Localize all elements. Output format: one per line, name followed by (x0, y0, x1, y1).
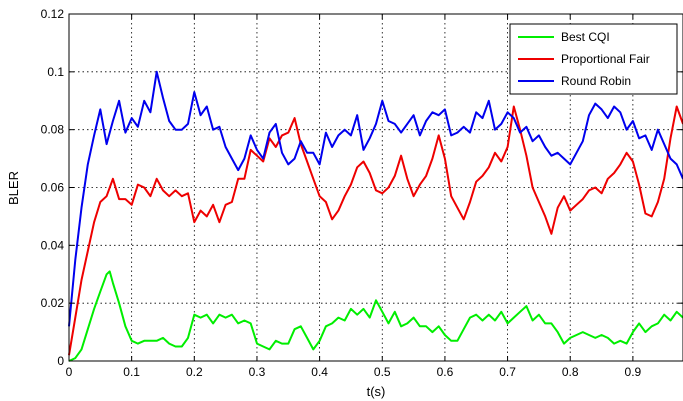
y-tick-labels: 0 0.02 0.04 0.06 0.08 0.1 0.12 (41, 7, 65, 368)
y-tick-label: 0.04 (41, 238, 65, 252)
x-tick-label: 0.9 (625, 365, 642, 379)
series-layer (68, 70, 683, 362)
x-tick-label: 0.8 (562, 365, 579, 379)
x-tick-label: 0.5 (374, 365, 391, 379)
x-axis-label: t(s) (367, 384, 386, 399)
x-tick-label: 0.4 (311, 365, 328, 379)
y-tick-label: 0 (57, 354, 64, 368)
legend-label-round-robin: Round Robin (561, 74, 631, 88)
series-line-best-cqi (68, 270, 683, 362)
legend-label-best-cqi: Best CQI (561, 30, 610, 44)
y-axis-label: BLER (6, 171, 21, 205)
y-tick-label: 0.06 (41, 181, 65, 195)
x-tick-label: 0.2 (186, 365, 203, 379)
x-tick-label: 0.3 (249, 365, 266, 379)
x-tick-label: 0.7 (499, 365, 516, 379)
y-tick-label: 0.12 (41, 7, 65, 21)
series-line-round-robin (68, 70, 683, 327)
series-line-proportional-fair (68, 105, 683, 356)
y-tick-label: 0.08 (41, 123, 65, 137)
legend: Best CQI Proportional Fair Round Robin (509, 23, 678, 95)
x-tick-labels: 0 0.1 0.2 0.3 0.4 0.5 0.6 0.7 0.8 0.9 (66, 365, 642, 379)
y-tick-label: 0.02 (41, 296, 65, 310)
legend-label-proportional-fair: Proportional Fair (561, 52, 650, 66)
x-tick-label: 0 (66, 365, 73, 379)
axis-ticks (68, 13, 683, 362)
x-tick-label: 0.1 (123, 365, 140, 379)
y-tick-label: 0.1 (47, 65, 64, 79)
x-tick-label: 0.6 (437, 365, 454, 379)
